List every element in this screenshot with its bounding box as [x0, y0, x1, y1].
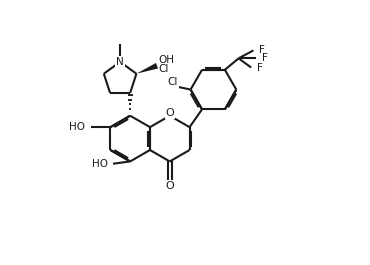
Text: F: F — [259, 45, 265, 55]
Polygon shape — [137, 63, 158, 74]
Text: O: O — [165, 108, 174, 118]
Text: O: O — [165, 181, 174, 191]
Text: Cl: Cl — [159, 64, 169, 74]
Text: HO: HO — [91, 159, 108, 169]
Text: F: F — [262, 53, 268, 63]
Text: HO: HO — [70, 122, 85, 132]
Text: N: N — [116, 57, 124, 67]
Text: Cl: Cl — [168, 77, 178, 87]
Text: F: F — [257, 63, 263, 73]
Text: OH: OH — [159, 55, 175, 65]
